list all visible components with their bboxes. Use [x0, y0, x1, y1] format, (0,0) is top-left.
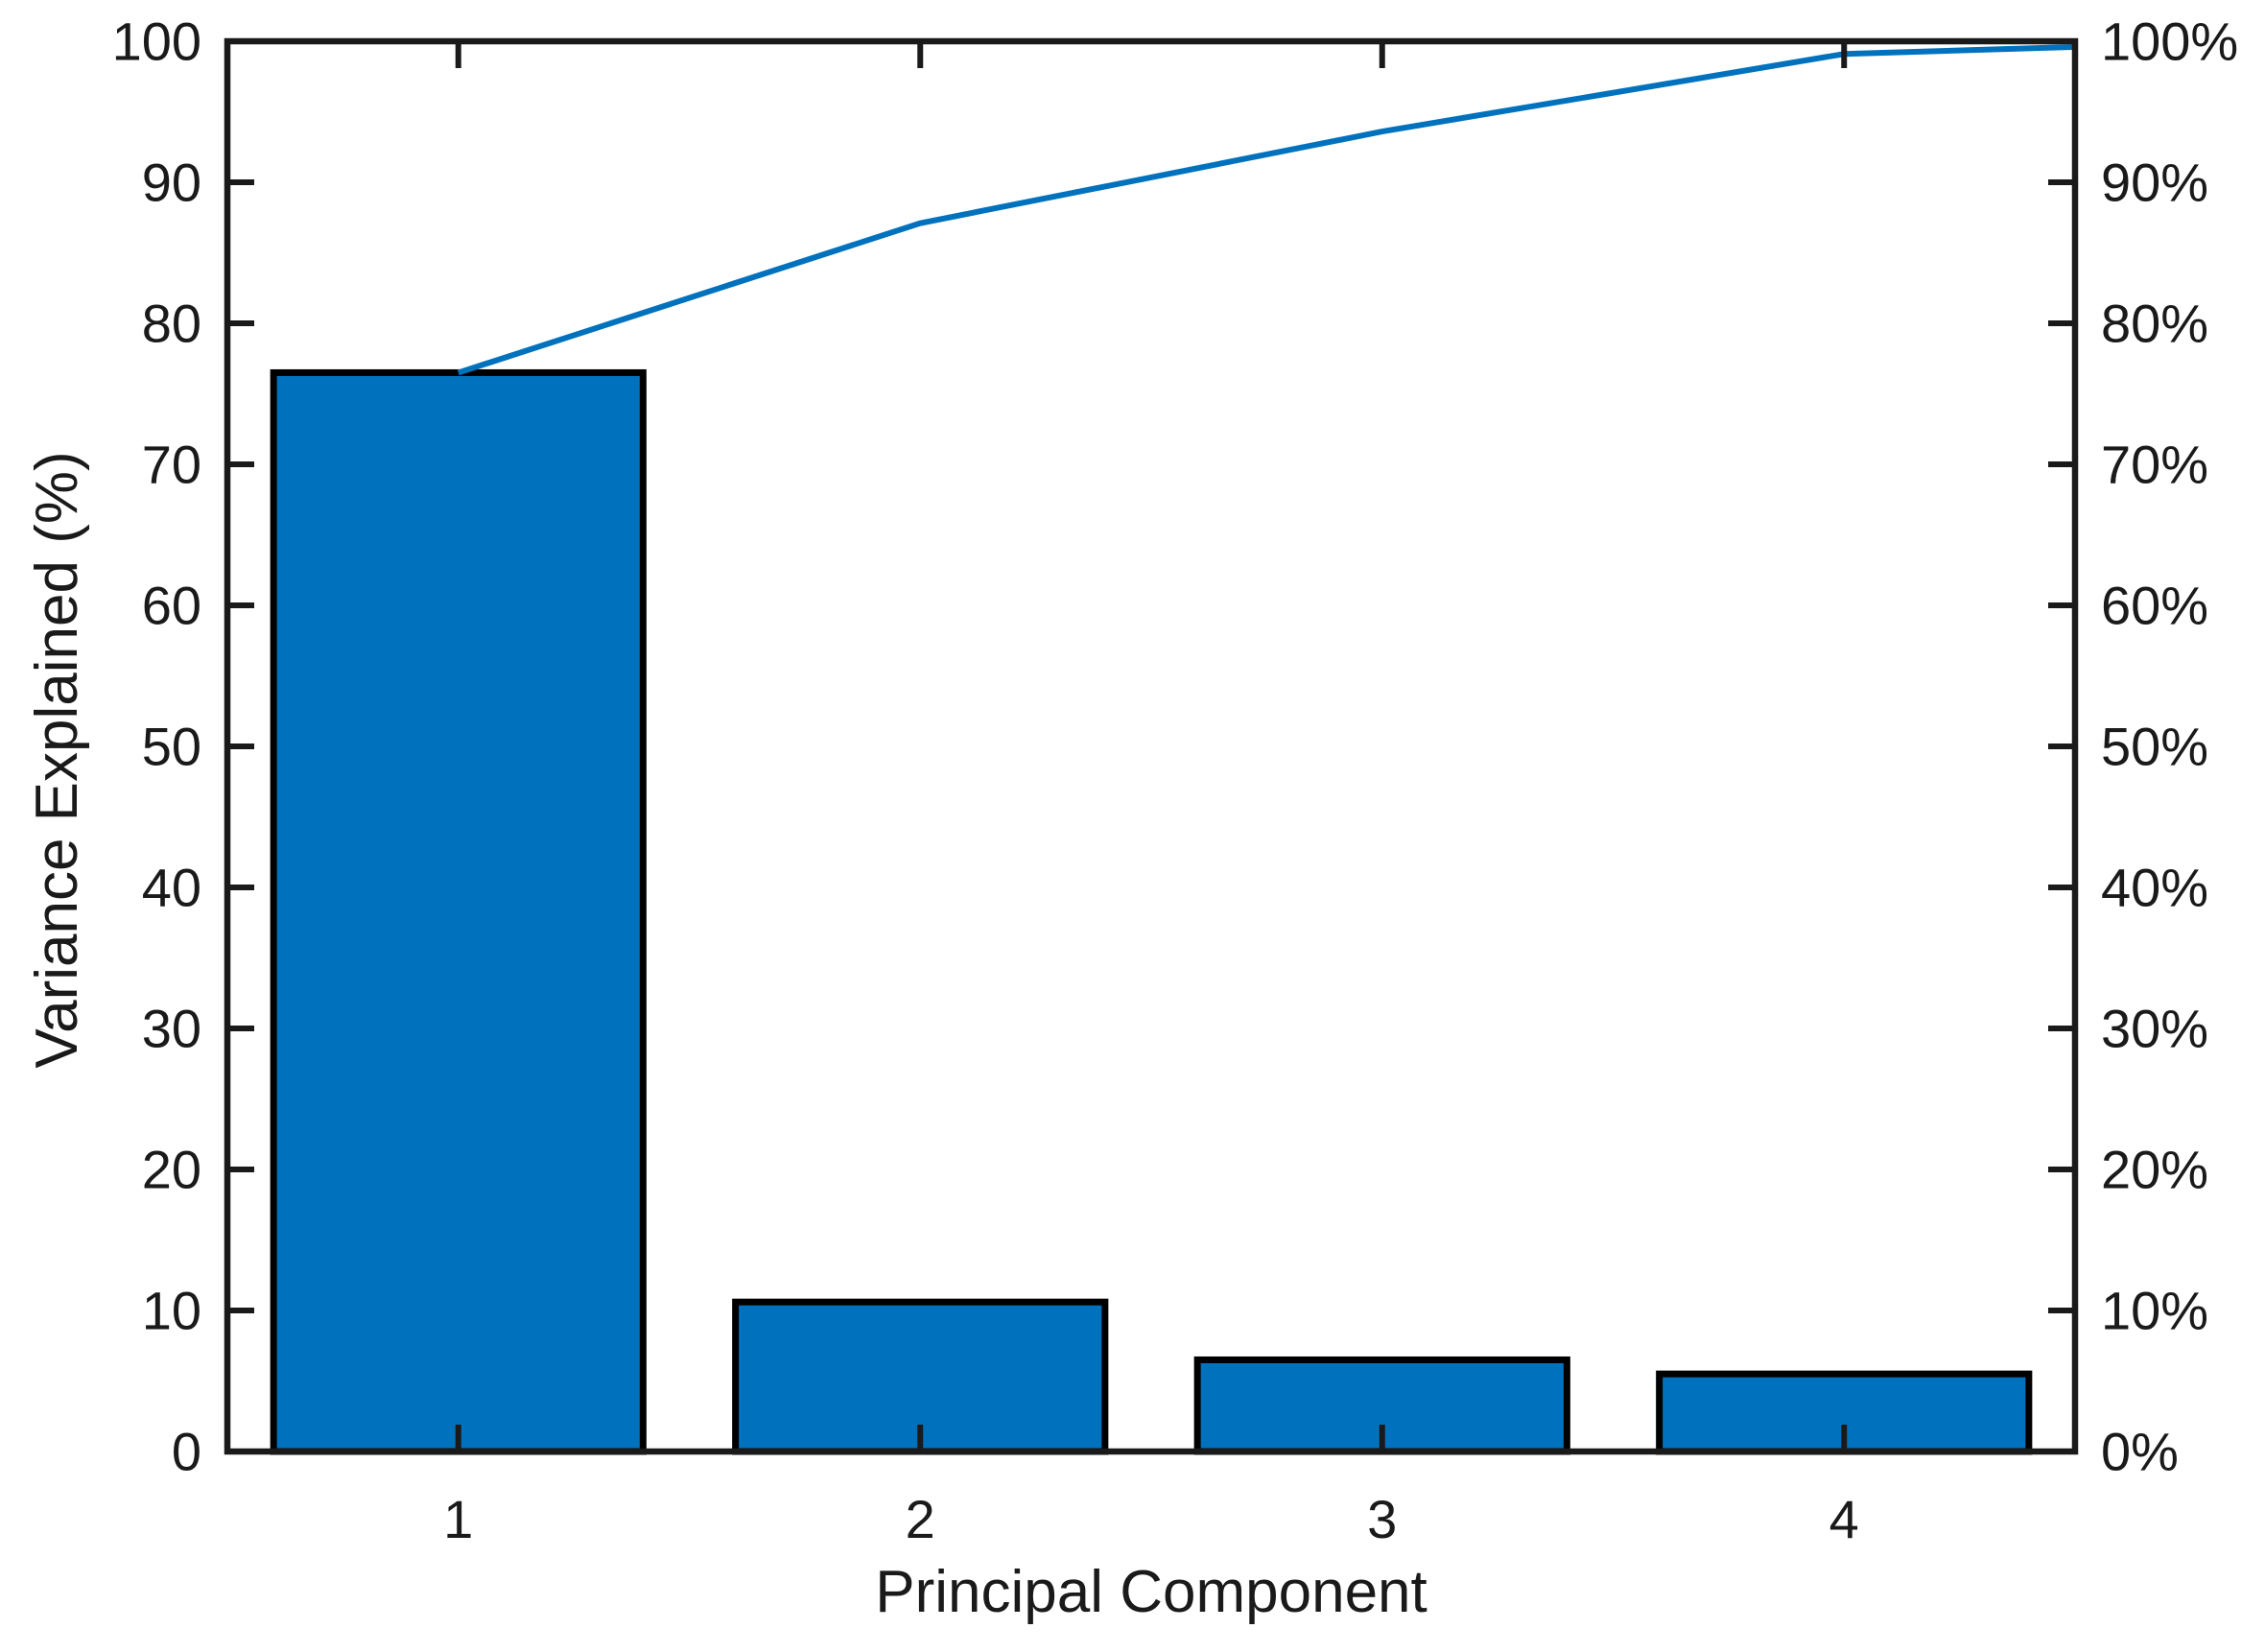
- y-tick-label-right: 10%: [2101, 1281, 2208, 1341]
- y-tick-label-right: 0%: [2101, 1422, 2179, 1482]
- y-tick-label-left: 50: [142, 717, 201, 777]
- y-axis-title: Variance Explained (%): [24, 451, 90, 1069]
- y-tick-label-left: 20: [142, 1140, 201, 1200]
- y-tick-label-left: 100: [112, 12, 201, 72]
- y-tick-label-right: 70%: [2101, 435, 2208, 495]
- y-tick-label-left: 0: [172, 1422, 201, 1482]
- y-tick-label-right: 100%: [2101, 12, 2238, 72]
- y-tick-label-left: 90: [142, 153, 201, 213]
- y-tick-label-left: 80: [142, 294, 201, 354]
- y-tick-label-right: 30%: [2101, 999, 2208, 1059]
- tick-marks: [227, 38, 2075, 1454]
- x-tick-label: 4: [1829, 1489, 1859, 1549]
- tick-labels: 0 0% 10 10% 20 20% 30 30% 40 40% 50 50% 60 60% 70 70% 80…: [112, 12, 2239, 1550]
- x-tick-label: 3: [1367, 1489, 1397, 1549]
- y-tick-label-left: 70: [142, 435, 201, 495]
- y-tick-label-left: 60: [142, 576, 201, 636]
- y-tick-label-right: 80%: [2101, 294, 2208, 354]
- y-tick-label-left: 40: [142, 858, 201, 918]
- y-tick-label-right: 40%: [2101, 858, 2208, 918]
- y-tick-label-right: 50%: [2101, 717, 2208, 777]
- x-tick-label: 1: [443, 1489, 473, 1549]
- y-tick-label-right: 20%: [2101, 1140, 2208, 1200]
- y-tick-label-left: 10: [142, 1281, 201, 1341]
- y-tick-label-left: 30: [142, 999, 201, 1059]
- y-tick-label-right: 60%: [2101, 576, 2208, 636]
- x-axis-title: Principal Component: [875, 1559, 1427, 1625]
- bar-pc1: [270, 368, 647, 1455]
- cumulative-line: [457, 43, 2076, 376]
- x-tick-label: 2: [906, 1489, 935, 1549]
- bar-series: [270, 368, 2033, 1455]
- y-tick-label-right: 90%: [2101, 153, 2208, 213]
